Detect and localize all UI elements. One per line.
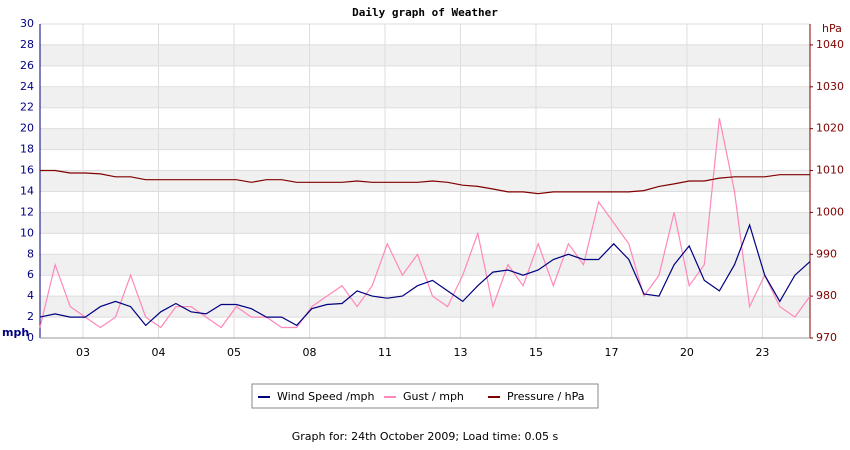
legend-label: Gust / mph — [403, 390, 464, 403]
y2-tick-label: 1020 — [816, 122, 844, 135]
y-tick-label: 14 — [20, 184, 34, 197]
footer: Graph for: 24th October 2009; Load time:… — [292, 430, 559, 443]
x-tick-label: 08 — [303, 346, 317, 359]
series-line — [40, 169, 810, 195]
grid-band — [40, 170, 810, 192]
x-tick-label: 04 — [152, 346, 166, 359]
series-line — [39, 223, 811, 327]
y-tick-label: 20 — [20, 122, 34, 135]
y-tick-label: 22 — [20, 101, 34, 114]
grid-band — [40, 44, 810, 66]
y-tick-label: 0 — [27, 331, 34, 344]
x-tick-label: 13 — [453, 346, 467, 359]
y-tick-label: 28 — [20, 38, 34, 51]
y-tick-label: 26 — [20, 59, 34, 72]
y-tick-label: 6 — [27, 268, 34, 281]
y-tick-label: 24 — [20, 80, 34, 93]
y2-tick-label: 1030 — [816, 80, 844, 93]
y2-axis-label: hPa — [822, 22, 842, 35]
y-axis-label: mph — [2, 326, 29, 339]
y-tick-label: 18 — [20, 143, 34, 156]
legend-label: Pressure / hPa — [507, 390, 585, 403]
y2-tick-label: 1010 — [816, 164, 844, 177]
chart-title: Daily graph of Weather — [352, 6, 498, 19]
grid-band — [40, 128, 810, 150]
y2-tick-label: 1040 — [816, 38, 844, 51]
x-tick-label: 17 — [604, 346, 618, 359]
legend-label: Wind Speed /mph — [277, 390, 375, 403]
y-tick-label: 4 — [27, 289, 34, 302]
grid-band — [40, 212, 810, 234]
y-tick-label: 10 — [20, 226, 34, 239]
y2-tick-label: 980 — [816, 289, 837, 302]
x-tick-label: 20 — [680, 346, 694, 359]
legend — [251, 383, 599, 409]
y-tick-label: 12 — [20, 205, 34, 218]
x-tick-label: 03 — [76, 346, 90, 359]
y2-tick-label: 1000 — [816, 205, 844, 218]
x-tick-label: 11 — [378, 346, 392, 359]
y-tick-label: 8 — [27, 247, 34, 260]
grid-band — [40, 296, 810, 318]
x-tick-label: 05 — [227, 346, 241, 359]
y2-tick-label: 990 — [816, 247, 837, 260]
x-tick-label: 23 — [755, 346, 769, 359]
series-line — [39, 118, 811, 329]
grid-band — [40, 254, 810, 276]
y-tick-label: 2 — [27, 310, 34, 323]
y-tick-label: 30 — [20, 17, 34, 30]
y2-tick-label: 970 — [816, 331, 837, 344]
y-tick-label: 16 — [20, 164, 34, 177]
grid-band — [40, 86, 810, 108]
x-tick-label: 15 — [529, 346, 543, 359]
